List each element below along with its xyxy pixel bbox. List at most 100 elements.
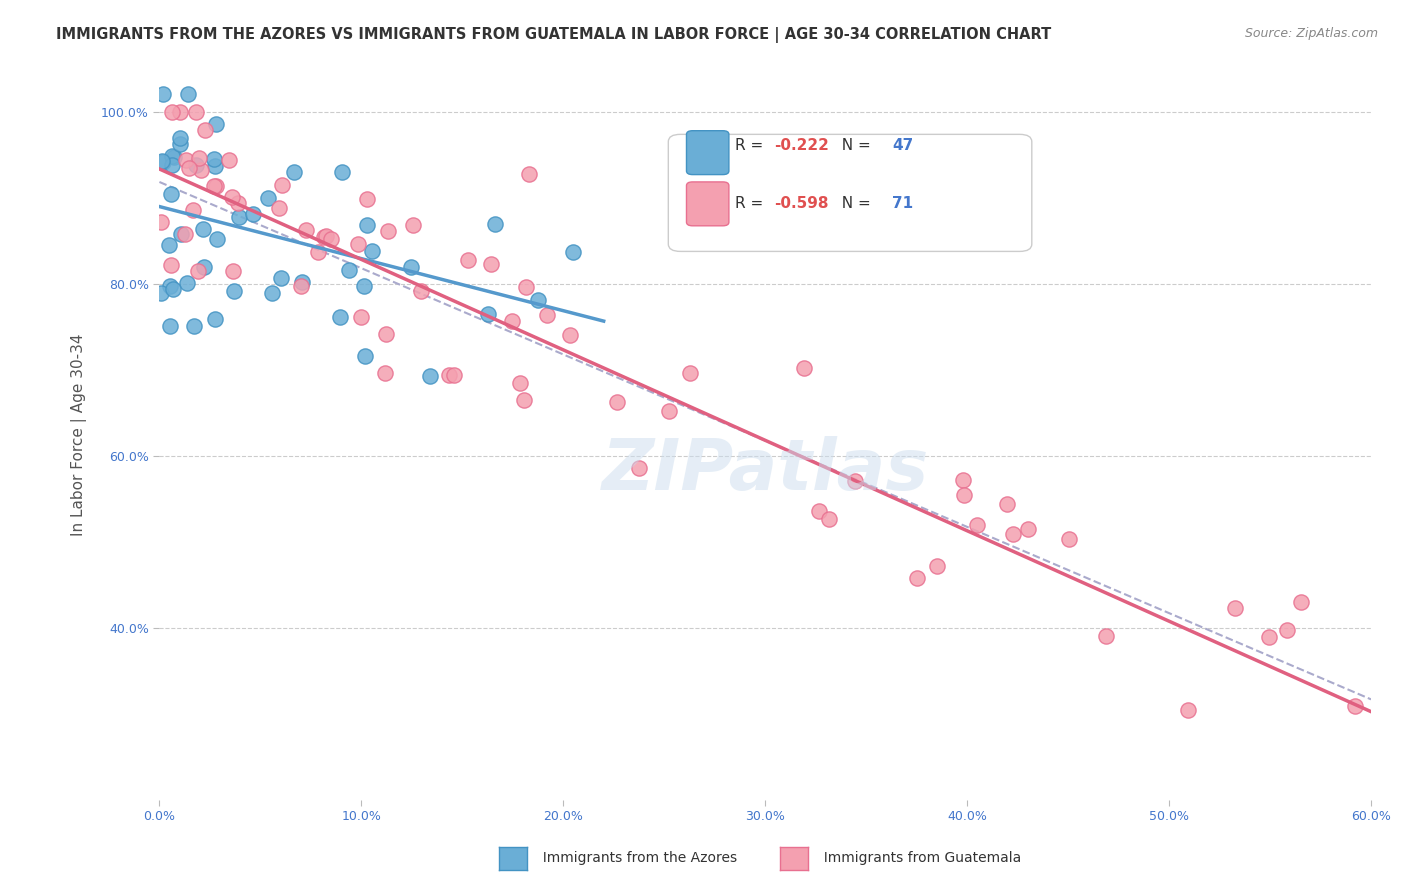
- Point: [558, 327, 581, 342]
- Point: [186, 158, 208, 172]
- Point: [242, 207, 264, 221]
- Text: ZIPatlas: ZIPatlas: [602, 436, 929, 506]
- Point: [1057, 532, 1080, 546]
- Point: [228, 210, 250, 224]
- Point: [321, 232, 343, 246]
- Point: [401, 260, 423, 275]
- Text: IMMIGRANTS FROM THE AZORES VS IMMIGRANTS FROM GUATEMALA IN LABOR FORCE | AGE 30-: IMMIGRANTS FROM THE AZORES VS IMMIGRANTS…: [56, 27, 1052, 43]
- Point: [1319, 836, 1341, 850]
- Point: [1017, 522, 1039, 536]
- Point: [419, 368, 441, 383]
- Point: [679, 366, 702, 380]
- Point: [818, 512, 841, 526]
- Text: Source: ZipAtlas.com: Source: ZipAtlas.com: [1244, 27, 1378, 40]
- Point: [150, 153, 173, 168]
- Point: [905, 571, 928, 585]
- Point: [290, 279, 312, 293]
- Point: [150, 286, 173, 301]
- Point: [194, 123, 217, 137]
- Point: [184, 104, 207, 119]
- Point: [329, 310, 352, 324]
- Point: [160, 149, 183, 163]
- Point: [360, 244, 382, 258]
- Point: [347, 237, 370, 252]
- Point: [402, 218, 425, 232]
- Point: [1277, 623, 1299, 637]
- Point: [160, 258, 183, 272]
- Point: [330, 164, 353, 178]
- Point: [1258, 630, 1281, 644]
- Point: [793, 360, 815, 375]
- Point: [457, 253, 479, 268]
- Point: [312, 229, 335, 244]
- Point: [307, 245, 329, 260]
- Point: [271, 178, 294, 193]
- Point: [270, 270, 292, 285]
- Point: [170, 227, 193, 241]
- Point: [995, 497, 1018, 511]
- Point: [218, 153, 240, 168]
- Point: [356, 192, 378, 206]
- Point: [169, 136, 191, 151]
- Point: [160, 158, 183, 172]
- Text: -0.598: -0.598: [773, 196, 828, 211]
- Point: [353, 278, 375, 293]
- Point: [204, 179, 226, 194]
- Point: [952, 473, 974, 487]
- Point: [807, 503, 830, 517]
- Text: 71: 71: [893, 196, 914, 211]
- Point: [159, 279, 181, 293]
- Point: [204, 159, 226, 173]
- Text: R =: R =: [735, 196, 768, 211]
- Point: [177, 161, 200, 175]
- Point: [205, 117, 228, 131]
- Point: [159, 319, 181, 334]
- Point: [953, 488, 976, 502]
- Point: [176, 276, 198, 290]
- Point: [221, 190, 243, 204]
- FancyBboxPatch shape: [686, 182, 728, 226]
- Point: [226, 195, 249, 210]
- Point: [354, 349, 377, 363]
- Point: [190, 162, 212, 177]
- Text: Immigrants from Guatemala: Immigrants from Guatemala: [815, 851, 1022, 865]
- Point: [173, 227, 195, 242]
- Point: [1095, 629, 1118, 643]
- Point: [1177, 703, 1199, 717]
- Point: [479, 257, 502, 271]
- Point: [222, 263, 245, 277]
- Point: [267, 201, 290, 215]
- Point: [374, 366, 396, 380]
- Point: [291, 275, 314, 289]
- Point: [157, 238, 180, 252]
- Point: [315, 228, 337, 243]
- Point: [513, 393, 536, 408]
- Point: [162, 104, 184, 119]
- Point: [658, 404, 681, 418]
- Text: N =: N =: [832, 196, 876, 211]
- Point: [150, 215, 173, 229]
- Point: [256, 191, 278, 205]
- Point: [222, 285, 245, 299]
- Point: [152, 155, 174, 169]
- Point: [628, 461, 651, 475]
- Text: -0.222: -0.222: [773, 138, 828, 153]
- Point: [484, 217, 506, 231]
- Point: [174, 153, 197, 167]
- Point: [1344, 698, 1367, 713]
- Point: [202, 153, 225, 167]
- Text: 47: 47: [893, 138, 914, 153]
- Point: [356, 218, 378, 232]
- Point: [377, 224, 399, 238]
- Point: [162, 282, 184, 296]
- FancyBboxPatch shape: [686, 131, 728, 175]
- Point: [177, 87, 200, 102]
- Point: [204, 312, 226, 326]
- Point: [536, 308, 558, 322]
- Point: [169, 104, 191, 119]
- Point: [262, 286, 284, 301]
- Point: [443, 368, 465, 382]
- Text: N =: N =: [832, 138, 876, 153]
- Point: [527, 293, 550, 307]
- Point: [163, 150, 186, 164]
